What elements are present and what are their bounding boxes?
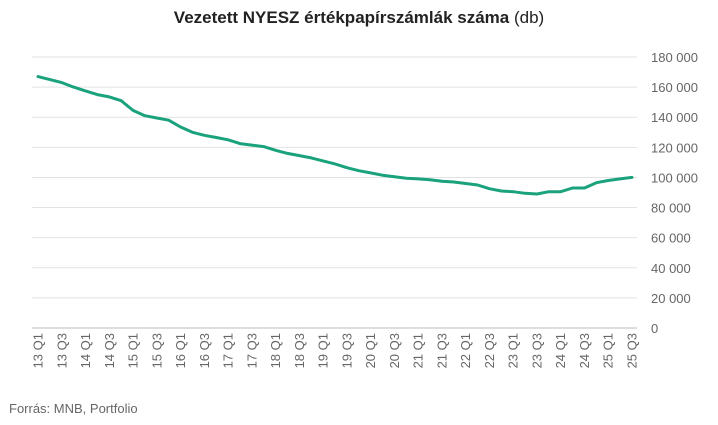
x-tick-label: 17 Q3 xyxy=(244,333,259,368)
data-point xyxy=(452,180,455,184)
data-point xyxy=(250,143,254,147)
x-tick-label: 14 Q3 xyxy=(102,333,117,368)
x-tick-label: 16 Q1 xyxy=(173,333,188,368)
data-point xyxy=(381,173,384,177)
x-tick-label: 19 Q3 xyxy=(339,333,354,368)
data-point xyxy=(369,171,372,175)
x-tick-label: 16 Q3 xyxy=(197,333,212,368)
data-point xyxy=(440,180,444,183)
data-point xyxy=(131,109,135,112)
y-tick-label: 80 000 xyxy=(651,201,691,216)
x-axis-ticks: 13 Q1 13 Q3 14 Q1 14 Q3 15 Q1 15 Q3 16 Q1 16 Q3… xyxy=(31,333,640,368)
data-point xyxy=(393,175,396,178)
x-tick-label: 25 Q3 xyxy=(625,333,640,368)
chart-title-unit: (db) xyxy=(513,8,545,27)
data-point xyxy=(535,192,539,196)
data-point xyxy=(357,169,360,172)
data-point xyxy=(60,81,63,84)
x-tick-label: 22 Q3 xyxy=(482,333,497,368)
data-point xyxy=(238,142,242,145)
x-tick-label: 21 Q1 xyxy=(411,333,426,368)
data-point xyxy=(595,181,598,184)
data-point xyxy=(96,93,99,96)
data-point xyxy=(428,178,432,181)
data-point xyxy=(416,177,420,181)
y-tick-label: 20 000 xyxy=(651,291,691,306)
series-line xyxy=(36,75,634,196)
x-tick-label: 23 Q3 xyxy=(529,333,544,368)
data-point xyxy=(547,190,551,193)
data-point xyxy=(226,138,230,142)
x-tick-label: 18 Q3 xyxy=(292,333,307,368)
data-point xyxy=(618,177,622,181)
data-point xyxy=(488,187,491,190)
data-point xyxy=(345,166,349,169)
data-point xyxy=(310,156,313,160)
data-point xyxy=(36,75,40,78)
data-point xyxy=(72,85,75,89)
x-tick-label: 24 Q3 xyxy=(577,333,592,368)
x-tick-label: 23 Q1 xyxy=(506,333,521,368)
y-tick-label: 100 000 xyxy=(651,170,698,185)
series-layer xyxy=(36,75,634,196)
data-point xyxy=(274,149,277,152)
data-point xyxy=(48,78,52,81)
x-tick-label: 14 Q1 xyxy=(78,333,93,368)
x-tick-label: 24 Q1 xyxy=(553,333,568,368)
data-point xyxy=(512,190,515,193)
data-point xyxy=(333,162,337,166)
data-point xyxy=(286,152,289,155)
data-point xyxy=(191,131,194,134)
data-point xyxy=(155,116,158,120)
x-tick-label: 18 Q1 xyxy=(268,333,283,368)
data-point xyxy=(476,183,479,187)
data-point xyxy=(298,154,301,157)
y-tick-label: 180 000 xyxy=(651,50,698,65)
x-tick-label: 17 Q1 xyxy=(221,333,236,368)
data-point xyxy=(179,125,182,129)
data-point xyxy=(119,99,123,102)
data-point xyxy=(321,159,325,163)
data-point xyxy=(500,189,503,193)
x-tick-label: 13 Q1 xyxy=(31,333,46,368)
data-point xyxy=(108,95,111,99)
x-tick-label: 20 Q3 xyxy=(387,333,402,368)
x-tick-label: 19 Q1 xyxy=(316,333,331,368)
x-tick-label: 22 Q1 xyxy=(458,333,473,368)
data-point xyxy=(630,176,634,179)
data-point xyxy=(607,179,610,182)
data-point xyxy=(583,186,586,190)
y-tick-label: 40 000 xyxy=(651,261,691,276)
data-point xyxy=(571,186,574,190)
gridlines xyxy=(32,56,637,329)
y-tick-label: 120 000 xyxy=(651,140,698,155)
data-point xyxy=(84,89,87,93)
chart-title: Vezetett NYESZ értékpapírszámlák száma (… xyxy=(0,8,718,28)
x-tick-label: 20 Q1 xyxy=(363,333,378,368)
y-tick-label: 140 000 xyxy=(651,110,698,125)
source-note: Forrás: MNB, Portfolio xyxy=(9,401,138,416)
chart-title-main: Vezetett NYESZ értékpapírszámlák száma xyxy=(173,8,510,27)
y-axis-ticks: 0 20 000 40 000 60 000 80 000 100 000 120 000 1… xyxy=(651,50,698,336)
x-tick-label: 15 Q3 xyxy=(149,333,164,368)
data-point xyxy=(559,190,562,193)
data-point xyxy=(405,176,408,180)
data-point xyxy=(464,182,467,185)
x-tick-label: 15 Q1 xyxy=(126,333,141,368)
data-point xyxy=(167,119,170,122)
y-tick-label: 0 xyxy=(651,321,658,336)
x-tick-label: 25 Q1 xyxy=(601,333,616,368)
x-tick-label: 21 Q3 xyxy=(434,333,449,368)
data-point xyxy=(215,136,218,139)
data-point xyxy=(262,145,265,148)
y-tick-label: 60 000 xyxy=(651,231,691,246)
data-point xyxy=(523,192,527,195)
y-tick-label: 160 000 xyxy=(651,80,698,95)
x-tick-label: 13 Q3 xyxy=(54,333,69,368)
data-point xyxy=(143,114,147,117)
data-point xyxy=(203,134,206,137)
